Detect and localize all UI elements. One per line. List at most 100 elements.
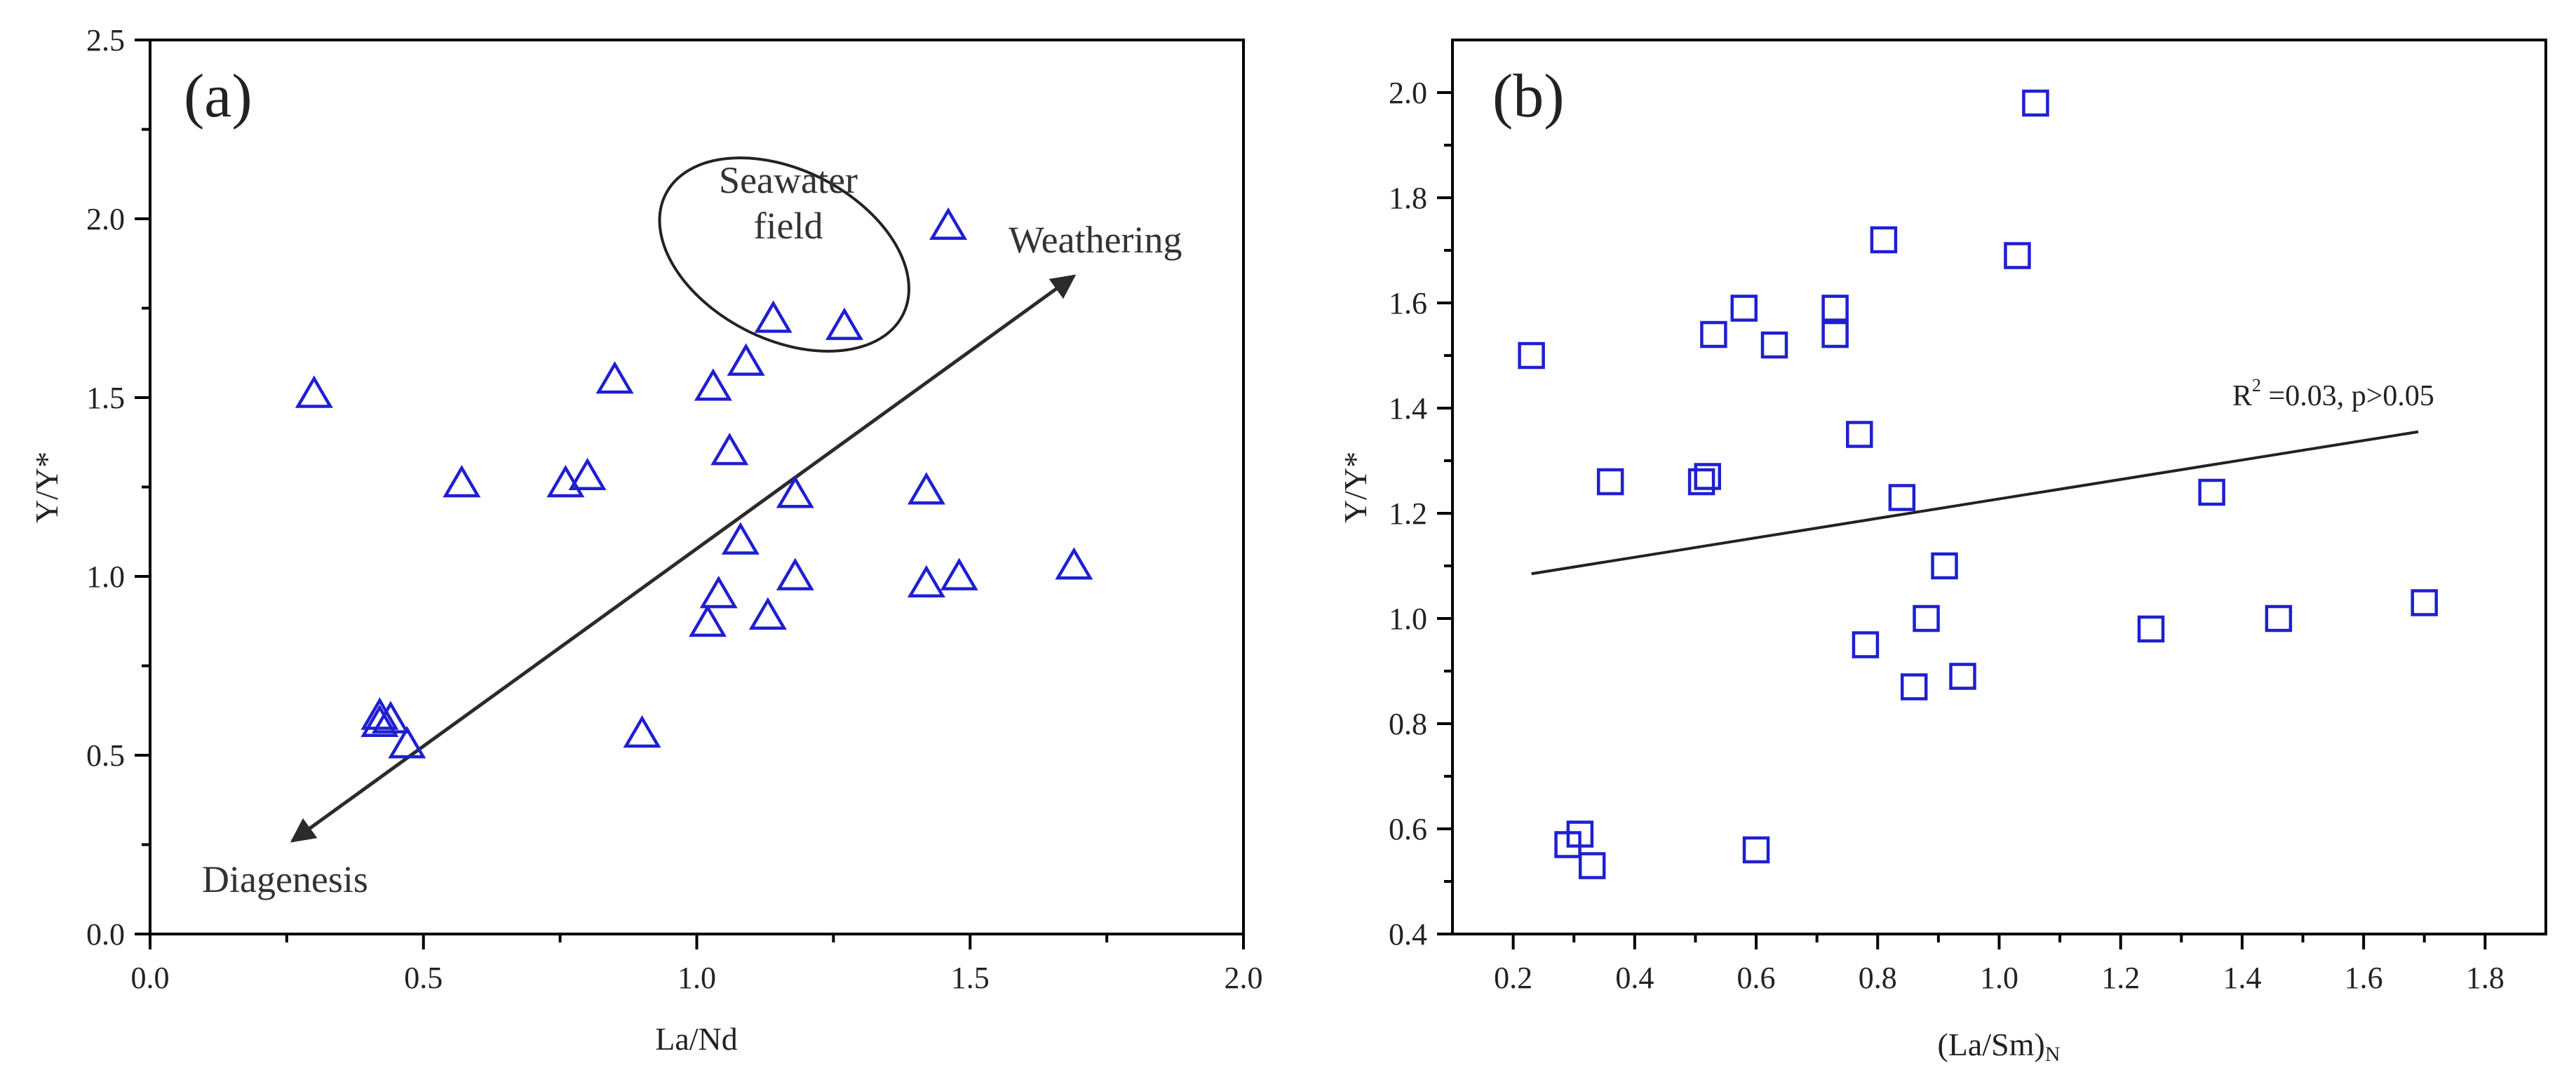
panel-b-ticks: 0.2 0.4 0.6 0.8 1.0 1.2 1.4 1.6 1.8 0.4 0.6 0.8 1.0 1…: [1389, 76, 2504, 995]
panel-b-x-axis-subscript: N: [2045, 1043, 2061, 1066]
data-point-square: [1821, 320, 1849, 349]
y-tick-label: 1.0: [1389, 602, 1427, 636]
data-point-triangle: [748, 597, 787, 630]
panel-a-ticks: 0.0 0.5 1.0 1.5 2.0 0.0 0.5 1.0 1.5 2.0 2.5: [86, 23, 1263, 995]
data-point-square: [2004, 242, 2031, 269]
data-point-triangle: [940, 557, 978, 590]
panel-a-x-axis-title: La/Nd: [655, 1021, 738, 1057]
data-point-triangle: [727, 343, 765, 376]
data-point-square: [1931, 552, 1958, 580]
data-point-square: [1821, 295, 1849, 322]
data-point-square: [1949, 663, 1976, 690]
stat-r: R: [2232, 380, 2252, 412]
data-point-triangle: [721, 522, 760, 555]
data-point-triangle: [699, 576, 738, 609]
panel-a-chart: 0.0 0.5 1.0 1.5 2.0 0.0 0.5 1.0 1.5 2.0 2.5 (a) Se…: [29, 23, 1263, 1057]
data-point-square: [1913, 604, 1940, 633]
weathering-label: Weathering: [1009, 219, 1182, 261]
data-point-triangle: [360, 697, 399, 730]
data-point-triangle: [776, 475, 814, 508]
x-tick-label: 0.8: [1859, 961, 1897, 995]
data-point-triangle: [360, 704, 399, 737]
seawater-field-label-line2: field: [754, 205, 823, 247]
x-tick-label: 1.0: [677, 961, 716, 995]
panel-a-marks: [290, 156, 1093, 843]
y-tick-label: 1.0: [86, 560, 125, 594]
data-point-square: [1578, 852, 1606, 879]
y-tick-label: 1.2: [1389, 496, 1427, 531]
data-point-square: [1852, 631, 1880, 658]
data-point-triangle: [371, 701, 410, 733]
x-tick-label: 0.5: [404, 961, 443, 995]
panel-b-label: (b): [1492, 62, 1565, 130]
x-tick-label: 1.0: [1980, 961, 2018, 995]
data-point-triangle: [689, 604, 727, 637]
stat-rest: =0.03, p>0.05: [2261, 380, 2434, 412]
data-point-square: [1687, 468, 1715, 496]
y-tick-label: 0.8: [1389, 707, 1427, 741]
data-point-triangle: [907, 472, 945, 505]
x-tick-label: 1.4: [2223, 961, 2261, 995]
x-tick-label: 2.0: [1225, 961, 1263, 995]
y-tick-label: 2.0: [1389, 76, 1427, 110]
panel-b-x-axis-title: (La/Sm)N: [1938, 1027, 2061, 1066]
data-point-triangle: [1055, 547, 1093, 580]
diagenesis-weathering-arrow: [290, 274, 1077, 843]
data-point-square: [1742, 836, 1770, 864]
data-point-triangle: [595, 361, 634, 394]
panel-a-y-axis-title: Y/Y*: [29, 452, 65, 523]
data-point-square: [1554, 831, 1582, 858]
seawater-field-label-line1: Seawater: [719, 159, 858, 201]
stat-r-superscript: 2: [2252, 375, 2261, 395]
regression-stat-text: R2 =0.03, p>0.05: [2232, 375, 2434, 412]
data-point-square: [2265, 604, 2293, 633]
data-point-triangle: [776, 557, 814, 590]
x-tick-label: 0.0: [131, 961, 170, 995]
x-tick-label: 1.8: [2466, 961, 2504, 995]
data-point-square: [1870, 226, 1898, 254]
data-point-triangle: [568, 457, 607, 491]
data-point-square: [1730, 295, 1758, 322]
x-tick-label: 0.6: [1737, 961, 1776, 995]
y-tick-label: 0.6: [1389, 812, 1427, 846]
data-point-triangle: [929, 207, 968, 241]
data-point-triangle: [825, 307, 863, 340]
data-point-triangle: [907, 564, 945, 598]
data-point-triangle: [623, 715, 661, 748]
x-tick-label: 1.5: [951, 961, 990, 995]
data-point-triangle: [710, 433, 749, 466]
data-point-square: [2022, 89, 2049, 117]
data-point-square: [1694, 463, 1722, 490]
x-tick-label: 1.2: [2101, 961, 2140, 995]
x-tick-label: 0.2: [1494, 961, 1532, 995]
data-point-square: [2137, 615, 2165, 643]
data-point-square: [1888, 484, 1916, 511]
y-tick-label: 1.8: [1389, 181, 1427, 215]
data-point-triangle: [388, 726, 426, 759]
x-tick-label: 1.6: [2345, 961, 2383, 995]
data-point-square: [2410, 589, 2439, 616]
panel-a-label: (a): [184, 62, 252, 130]
data-point-square: [1518, 341, 1545, 370]
data-point-square: [1760, 331, 1788, 359]
regression-line: [1531, 430, 2419, 576]
diagenesis-label: Diagenesis: [202, 858, 368, 900]
panel-b-x-axis-main: (La/Sm): [1938, 1027, 2045, 1062]
data-point-triangle: [443, 464, 481, 498]
panel-b-marks: [1518, 89, 2439, 879]
x-tick-label: 0.4: [1615, 961, 1654, 995]
data-point-triangle: [295, 375, 333, 408]
y-tick-label: 2.0: [86, 202, 125, 236]
y-tick-label: 1.4: [1389, 391, 1427, 426]
y-tick-label: 1.5: [86, 381, 125, 415]
data-point-square: [1700, 320, 1727, 349]
y-tick-label: 0.4: [1389, 917, 1427, 952]
data-point-square: [2198, 478, 2225, 506]
data-point-square: [1846, 421, 1873, 448]
y-tick-label: 1.6: [1389, 286, 1427, 320]
y-tick-label: 0.5: [86, 738, 125, 773]
data-point-triangle: [694, 368, 732, 401]
data-point-square: [1596, 468, 1624, 496]
